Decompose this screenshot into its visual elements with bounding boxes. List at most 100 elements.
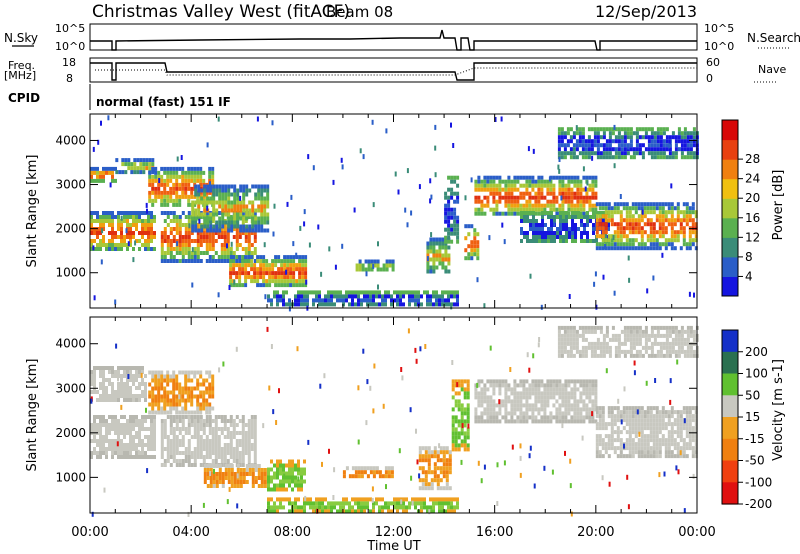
data-cell [620, 450, 623, 454]
data-cell [687, 147, 690, 151]
data-cell [387, 294, 390, 298]
data-cell [239, 213, 242, 217]
data-cell [161, 259, 164, 263]
data-cell [255, 480, 258, 484]
data-cell [474, 419, 477, 423]
data-cell [425, 470, 428, 474]
data-cell [339, 290, 342, 294]
data-scatter-point [181, 155, 183, 160]
data-cell [683, 210, 686, 214]
data-cell [163, 379, 166, 383]
data-cell [621, 127, 624, 131]
data-cell [519, 184, 522, 188]
data-cell [452, 387, 455, 391]
data-cell [218, 211, 221, 215]
data-cell [605, 210, 608, 214]
data-cell [627, 127, 630, 131]
data-cell [411, 298, 414, 302]
data-cell [544, 235, 547, 239]
data-cell [254, 209, 257, 213]
data-cell [175, 199, 178, 203]
data-cell [96, 423, 99, 427]
data-cell [291, 476, 294, 480]
data-cell [117, 247, 120, 251]
data-cell [501, 415, 504, 419]
data-cell [282, 497, 285, 501]
data-cell [282, 294, 285, 298]
data-cell [257, 189, 260, 193]
data-cell [99, 419, 102, 423]
data-cell [651, 135, 654, 139]
data-cell [164, 219, 167, 223]
data-cell [632, 238, 635, 242]
data-cell [461, 415, 464, 419]
nave-tick-top: 60 [706, 56, 720, 69]
data-cell [537, 407, 540, 411]
data-cell [147, 439, 150, 443]
data-cell [93, 374, 96, 378]
data-cell [153, 455, 156, 459]
data-cell [594, 196, 597, 200]
data-cell [266, 189, 269, 193]
data-cell [470, 244, 473, 248]
data-cell [567, 196, 570, 200]
data-cell [668, 210, 671, 214]
data-cell [151, 395, 154, 399]
data-cell [279, 488, 282, 492]
data-cell [200, 197, 203, 201]
data-cell [129, 227, 132, 231]
data-cell [300, 480, 303, 484]
data-cell [577, 211, 580, 215]
data-cell [579, 379, 582, 383]
data-cell [614, 446, 617, 450]
data-cell [641, 434, 644, 438]
data-cell [283, 259, 286, 263]
data-cell [516, 395, 519, 399]
data-cell [188, 215, 191, 219]
data-cell [333, 290, 336, 294]
data-cell [458, 391, 461, 395]
data-cell [489, 383, 492, 387]
data-cell [236, 201, 239, 205]
data-cell [568, 227, 571, 231]
data-cell [650, 242, 653, 246]
data-cell [99, 423, 102, 427]
data-cell [229, 279, 232, 283]
data-cell [579, 151, 582, 155]
data-cell [283, 279, 286, 283]
data-cell [547, 235, 550, 239]
data-cell [236, 455, 239, 459]
data-cell [173, 415, 176, 419]
data-cell [561, 411, 564, 415]
data-cell [480, 399, 483, 403]
data-cell [267, 476, 270, 480]
data-cell [191, 451, 194, 455]
data-cell [243, 476, 246, 480]
data-cell [651, 147, 654, 151]
data-cell [638, 450, 641, 454]
nave-tick-bottom: 0 [706, 72, 713, 85]
data-cell [611, 418, 614, 422]
data-cell [164, 255, 167, 259]
data-cell [129, 447, 132, 451]
data-cell [303, 294, 306, 298]
data-cell [489, 176, 492, 180]
data-cell [402, 497, 405, 501]
data-cell [589, 239, 592, 243]
data-cell [635, 418, 638, 422]
data-cell [550, 219, 553, 223]
data-cell [455, 431, 458, 435]
data-cell [129, 431, 132, 435]
data-cell [298, 283, 301, 287]
data-cell [151, 387, 154, 391]
data-cell [176, 451, 179, 455]
data-cell [102, 382, 105, 386]
data-cell [129, 419, 132, 423]
data-cell [274, 275, 277, 279]
data-cell [432, 258, 435, 262]
data-cell [153, 247, 156, 251]
data-cell [573, 391, 576, 395]
data-cell [333, 505, 336, 509]
data-cell [692, 222, 695, 226]
data-cell [297, 497, 300, 501]
